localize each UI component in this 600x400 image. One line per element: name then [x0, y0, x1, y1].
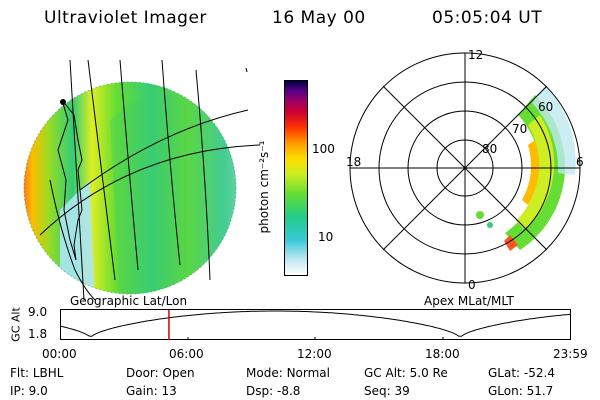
- mode-label: Mode:: [246, 366, 283, 380]
- seq-label: Seq:: [364, 384, 391, 398]
- gain-status: Gain: 13: [126, 384, 177, 398]
- door-value: Open: [162, 366, 195, 380]
- door-label: Door:: [126, 366, 159, 380]
- colorbar-unit-label: photon cm⁻²s⁻¹: [257, 140, 271, 234]
- polar-mlt-plot: 12 18 6 0 60 70 80: [346, 48, 584, 292]
- gcalt-label: GC Alt:: [364, 366, 406, 380]
- colorbar-tick-100: 100: [312, 142, 335, 156]
- glat-status: GLat: -52.4: [488, 366, 555, 380]
- altitude-tick-max: 9.0: [28, 305, 48, 319]
- ip-label: IP:: [10, 384, 25, 398]
- gain-value: 13: [161, 384, 177, 398]
- dsp-label: Dsp:: [246, 384, 274, 398]
- seq-status: Seq: 39: [364, 384, 410, 398]
- glat-value: -52.4: [523, 366, 555, 380]
- time-tick-1200: 12:00: [297, 347, 332, 361]
- altitude-plot: [60, 309, 572, 340]
- ip-status: IP: 9.0: [10, 384, 48, 398]
- mlat-label-80: 80: [482, 142, 497, 156]
- seq-value: 39: [394, 384, 410, 398]
- apex-panel-label: Apex MLat/MLT: [424, 294, 514, 308]
- time-tick-2359: 23:59: [553, 347, 588, 361]
- glon-label: GLon:: [488, 384, 523, 398]
- mode-status: Mode: Normal: [246, 366, 330, 380]
- coastline: [57, 99, 83, 261]
- colorbar-tick-10: 10: [318, 230, 334, 244]
- gcalt-status: GC Alt: 5.0 Re: [364, 366, 448, 380]
- ip-value: 9.0: [28, 384, 48, 398]
- filter-label: Flt:: [10, 366, 29, 380]
- mlat-label-70: 70: [512, 122, 527, 136]
- door-status: Door: Open: [126, 366, 195, 380]
- time-label: 05:05:04 UT: [432, 8, 543, 28]
- pole-marker: [60, 99, 66, 105]
- gcalt-value: 5.0 Re: [409, 366, 448, 380]
- dsp-value: -8.8: [276, 384, 301, 398]
- altitude-curve: [60, 310, 572, 337]
- color-scale-bar: [284, 80, 308, 276]
- mode-value: Normal: [286, 366, 330, 380]
- glat-label: GLat:: [488, 366, 521, 380]
- filter-value: LBHL: [32, 366, 64, 380]
- glon-status: GLon: 51.7: [488, 384, 553, 398]
- time-tick-1800: 18:00: [425, 347, 460, 361]
- date-label: 16 May 00: [272, 8, 366, 28]
- polar-grid: [349, 52, 581, 284]
- filter-status: Flt: LBHL: [10, 366, 63, 380]
- mlt-label-18: 18: [346, 155, 361, 169]
- time-tick-0600: 06:00: [169, 347, 204, 361]
- altitude-tick-min: 1.8: [28, 327, 48, 341]
- instrument-title: Ultraviolet Imager: [44, 8, 207, 28]
- dsp-status: Dsp: -8.8: [246, 384, 300, 398]
- mlat-label-60: 60: [538, 100, 553, 114]
- glon-value: 51.7: [526, 384, 554, 398]
- time-tick-0000: 00:00: [42, 347, 77, 361]
- gain-label: Gain:: [126, 384, 158, 398]
- mlt-label-6: 6: [576, 155, 584, 169]
- mlt-label-0: 0: [468, 278, 476, 292]
- mlt-label-12: 12: [468, 48, 483, 62]
- auroral-image: [24, 82, 236, 294]
- geographic-grid: [39, 60, 260, 300]
- geographic-image-panel: [23, 60, 260, 300]
- altitude-axis-label: GC Alt: [9, 307, 23, 342]
- geographic-panel-label: Geographic Lat/Lon: [70, 294, 188, 308]
